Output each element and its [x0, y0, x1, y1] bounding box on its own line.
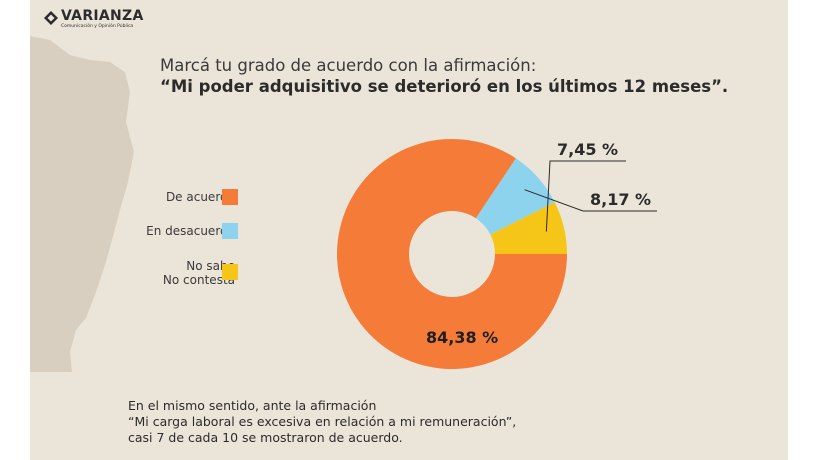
logo-mark-icon	[44, 11, 58, 25]
question-statement: “Mi poder adquisitivo se deterioró en lo…	[160, 77, 729, 96]
footnote-line-3: casi 7 de cada 10 se mostraron de acuerd…	[128, 430, 403, 445]
brand-tagline: Comunicación y Opinión Pública	[61, 24, 134, 29]
data-label-disagree: 8,17 %	[590, 190, 651, 209]
donut-slice-agree	[337, 139, 567, 369]
legend-swatch-dont-know	[222, 264, 238, 280]
footnote: En el mismo sentido, ante la afirmación …	[128, 398, 516, 446]
map-silhouette	[30, 36, 134, 372]
footnote-line-1: En el mismo sentido, ante la afirmación	[128, 398, 377, 413]
legend-swatch-agree	[222, 189, 238, 205]
brand-name: VARIANZA	[61, 8, 144, 24]
legend-swatch-disagree	[222, 223, 238, 239]
donut-slice-disagree	[475, 158, 555, 235]
footnote-line-2: “Mi carga laboral es excesiva en relació…	[128, 414, 517, 429]
legend-label-dont-know-line2: No contesta	[162, 273, 235, 287]
donut-slice-dont-know	[490, 202, 567, 254]
callout-line-disagree	[524, 189, 657, 212]
donut-chart: 84,38 % 8,17 % 7,45 %	[337, 139, 657, 369]
legend-label-agree: De acuerdo	[165, 190, 235, 204]
legend-label-disagree: En desacuerdo	[146, 224, 235, 238]
brand-logo: VARIANZA Comunicación y Opinión Pública	[43, 9, 144, 30]
infographic-card: VARIANZA Comunicación y Opinión Pública …	[30, 0, 788, 460]
question-intro: Marcá tu grado de acuerdo con la afirmac…	[160, 56, 537, 75]
data-label-dont-know: 7,45 %	[557, 140, 618, 159]
data-label-agree: 84,38 %	[426, 328, 498, 347]
callout-line-dont-know	[545, 160, 626, 232]
